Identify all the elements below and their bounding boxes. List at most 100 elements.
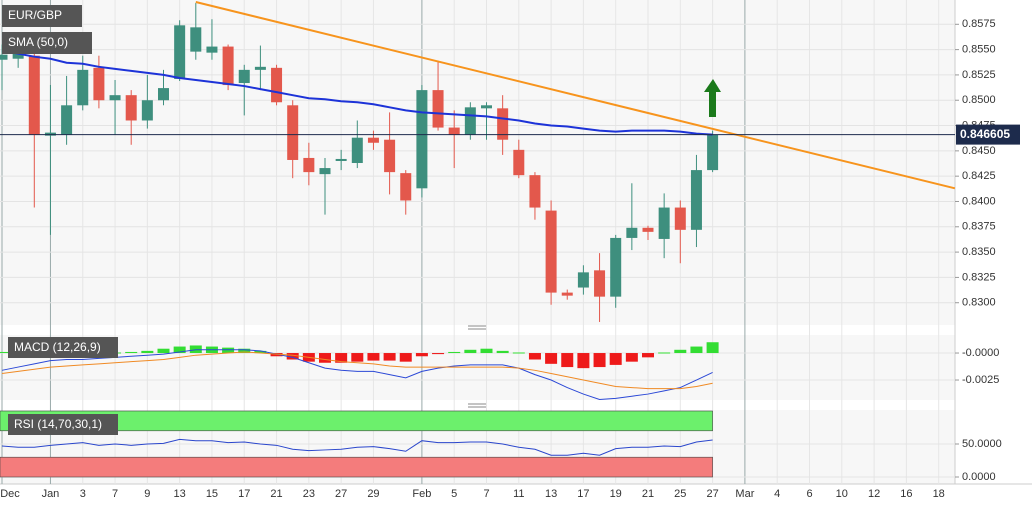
- rsi-label: RSI (14,70,30,1): [14, 417, 102, 431]
- candle-body: [12, 52, 24, 59]
- x-tick-label: 6: [806, 488, 812, 500]
- macd-bar: [496, 350, 509, 354]
- macd-bar: [173, 346, 186, 354]
- rsi-line: [1, 438, 713, 456]
- x-tick-label: 19: [610, 488, 622, 500]
- candle-body: [658, 207, 670, 239]
- macd-bar: [335, 353, 348, 363]
- macd-bar: [464, 349, 477, 354]
- y-tick-label: 0.8525: [962, 69, 996, 81]
- label-box: [8, 414, 118, 435]
- candle-body: [610, 237, 622, 297]
- up-arrow: [704, 79, 721, 117]
- candle-body: [432, 90, 444, 128]
- candle-body: [384, 139, 396, 173]
- candle-body: [125, 95, 137, 121]
- candle-body: [61, 105, 73, 135]
- macd-bar: [448, 351, 461, 354]
- macd-bar: [141, 350, 154, 354]
- macd-bar: [238, 348, 251, 354]
- macd-bar: [480, 348, 493, 354]
- candle-body: [174, 25, 186, 79]
- y-tick-label: 0.8500: [962, 94, 996, 106]
- candle-body: [481, 105, 492, 109]
- candle-body: [158, 88, 169, 101]
- macd-bar: [512, 352, 525, 354]
- x-tick-label: 3: [80, 488, 86, 500]
- rsi-band: [0, 410, 713, 432]
- candle-body: [400, 173, 412, 201]
- x-tick-label: 21: [270, 488, 282, 500]
- x-tick-label: 12: [868, 488, 880, 500]
- label-box: [8, 337, 118, 358]
- candle-body: [545, 210, 557, 293]
- macd-bar: [545, 353, 558, 364]
- macd-label: MACD (12,26,9): [14, 340, 101, 354]
- x-tick-label: Mar: [735, 488, 754, 500]
- macd-line: [1, 349, 713, 400]
- candle-body: [642, 227, 654, 232]
- y-tick-label: 0.8450: [962, 145, 996, 157]
- macd-bar: [0, 351, 8, 354]
- x-tick-label: 7: [112, 488, 118, 500]
- candle-body: [497, 108, 509, 140]
- x-tick-label: 7: [483, 488, 489, 500]
- x-tick-label: Jan: [42, 488, 60, 500]
- candle-body: [222, 46, 234, 86]
- label-box: [2, 5, 82, 27]
- macd-bar: [189, 345, 202, 354]
- x-tick-label: 13: [174, 488, 186, 500]
- last-price-label: 0.846605: [960, 127, 1010, 141]
- macd-bar: [432, 353, 445, 355]
- macd-bar: [561, 353, 574, 368]
- price-panel: [0, 0, 955, 325]
- x-tick-label: 27: [706, 488, 718, 500]
- candle-body: [93, 67, 105, 101]
- symbol-label: EUR/GBP: [8, 8, 62, 22]
- macd-bar: [609, 353, 622, 365]
- macd-bar: [625, 353, 638, 362]
- macd-bar: [286, 353, 299, 360]
- macd-bar: [674, 349, 687, 354]
- last-price-box: [956, 124, 1020, 145]
- x-tick-label: 21: [642, 488, 654, 500]
- candle-body: [690, 170, 702, 230]
- candle-body: [206, 46, 218, 53]
- x-tick-label: 15: [206, 488, 218, 500]
- macd-bar: [254, 350, 267, 354]
- x-tick-label: 5: [451, 488, 457, 500]
- plot: Dec Jan 3 7 9 13 15 17 21 23 27 29 Feb 5 7 11 13 17 19 21 25…: [0, 0, 1020, 500]
- candle-body: [0, 54, 8, 60]
- macd-bar: [658, 352, 671, 354]
- rsi-band: [0, 456, 713, 478]
- macd-bar: [125, 351, 138, 354]
- macd-bar: [593, 353, 606, 368]
- candle-body: [303, 157, 315, 173]
- candle-body: [707, 134, 719, 171]
- x-tick-label: 23: [303, 488, 315, 500]
- y-tick-label: 50.0000: [962, 438, 1002, 450]
- x-tick-label: Dec: [0, 488, 20, 500]
- trend-line: [195, 1, 956, 190]
- candle-body: [287, 105, 299, 160]
- candle-body: [109, 95, 121, 101]
- sma-label: SMA (50,0): [8, 35, 68, 49]
- candle-body: [319, 168, 331, 175]
- y-tick-label: 0.8550: [962, 44, 996, 56]
- candle-body: [190, 27, 202, 52]
- candle-body: [141, 100, 153, 121]
- y-tick-label: 0.8425: [962, 170, 996, 182]
- x-tick-label: 18: [933, 488, 945, 500]
- macd-bar: [642, 353, 654, 358]
- candle-body: [577, 272, 589, 288]
- macd-bar: [415, 353, 428, 357]
- x-tick-label: 17: [577, 488, 589, 500]
- macd-bar: [319, 353, 331, 363]
- y-tick-label: -0.0000: [962, 347, 999, 359]
- macd-bar: [577, 353, 590, 369]
- candle-body: [254, 66, 266, 70]
- candle-body: [271, 67, 283, 103]
- candle-body: [238, 69, 250, 84]
- sma-line: [1, 49, 713, 136]
- macd-bar: [222, 347, 235, 354]
